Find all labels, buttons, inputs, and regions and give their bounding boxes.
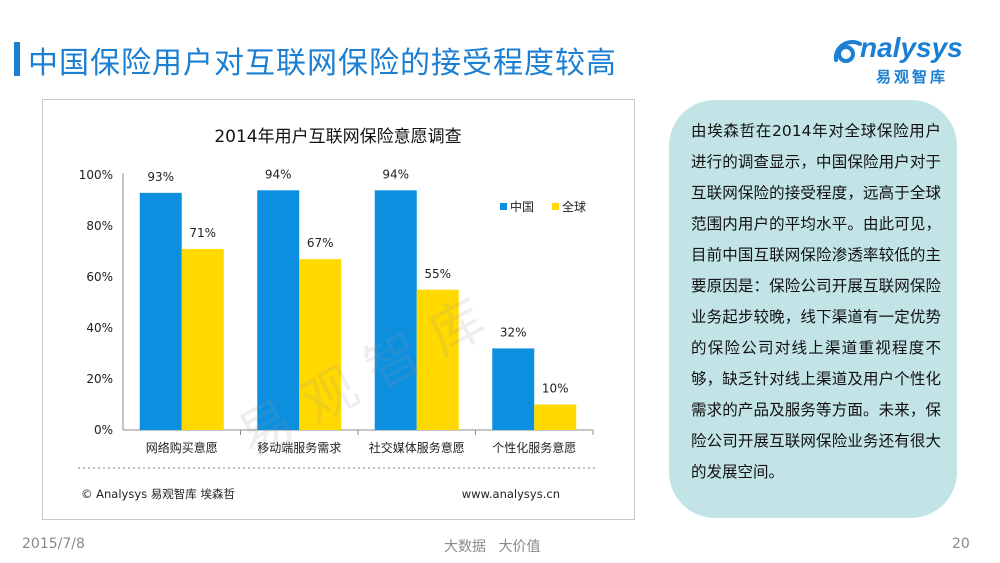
data-label: 71% <box>189 226 216 240</box>
bar-全球 <box>416 289 459 430</box>
data-label: 94% <box>265 167 292 181</box>
data-label: 10% <box>542 382 569 396</box>
data-label: 93% <box>147 170 174 184</box>
data-label: 94% <box>382 167 409 181</box>
bar-中国 <box>374 190 417 430</box>
y-tick-label: 0% <box>94 423 113 437</box>
chart-frame: 2014年用户互联网保险意愿调查 0% 20% 40% 60% 80% 100% 93% 71%… <box>42 99 635 520</box>
y-tick-label: 40% <box>86 321 113 335</box>
y-tick-label: 100% <box>79 168 113 182</box>
callout-text: 由埃森哲在2014年对全球保险用户进行的调查显示，中国保险用户对于互联网保险的接… <box>691 122 941 481</box>
chart-labels: 2014年用户互联网保险意愿调查 0% 20% 40% 60% 80% 100% 93% 71%… <box>79 127 586 501</box>
data-label: 55% <box>424 267 451 281</box>
bar-全球 <box>181 248 224 430</box>
bar-chart: 2014年用户互联网保险意愿调查 0% 20% 40% 60% 80% 100% 93% 71%… <box>78 127 598 501</box>
logo-cn: 易观智库 <box>876 68 949 86</box>
data-label: 32% <box>500 325 527 339</box>
legend-swatch <box>552 203 559 210</box>
page-number: 20 <box>952 536 970 552</box>
bar-中国 <box>257 190 300 430</box>
bar-中国 <box>492 348 535 430</box>
bar-全球 <box>534 404 577 430</box>
x-category-label: 个性化服务意愿 <box>492 440 576 455</box>
logo-wordmark: nalysys <box>860 32 963 63</box>
logo-swoosh-icon <box>833 40 862 63</box>
x-category-label: 社交媒体服务意愿 <box>369 440 465 455</box>
x-category-label: 网络购买意愿 <box>146 440 218 455</box>
chart-bars <box>139 190 577 430</box>
summary-callout: 由埃森哲在2014年对全球保险用户进行的调查显示，中国保险用户对于互联网保险的接… <box>669 100 957 518</box>
page-title: 中国保险用户对互联网保险的接受程度较高 <box>28 46 617 81</box>
y-tick-label: 20% <box>86 372 113 386</box>
bar-全球 <box>299 259 342 430</box>
y-tick-label: 80% <box>86 219 113 233</box>
source-right: www.analysys.cn <box>462 487 560 501</box>
legend-label: 全球 <box>562 199 586 214</box>
title-accent-bar <box>14 42 20 76</box>
legend-label: 中国 <box>510 199 534 214</box>
data-label: 67% <box>307 236 334 250</box>
x-category-label: 移动端服务需求 <box>257 440 341 455</box>
bar-中国 <box>139 192 182 430</box>
legend-swatch <box>500 203 507 210</box>
footer-date: 2015/7/8 <box>22 536 85 552</box>
source-left: © Analysys 易观智库 埃森哲 <box>81 487 235 501</box>
y-tick-label: 60% <box>86 270 113 284</box>
footer-slogan: 大数据 大价值 <box>444 539 541 555</box>
analysys-logo: nalysys 易观智库 <box>830 32 980 88</box>
chart-title: 2014年用户互联网保险意愿调查 <box>214 127 461 147</box>
